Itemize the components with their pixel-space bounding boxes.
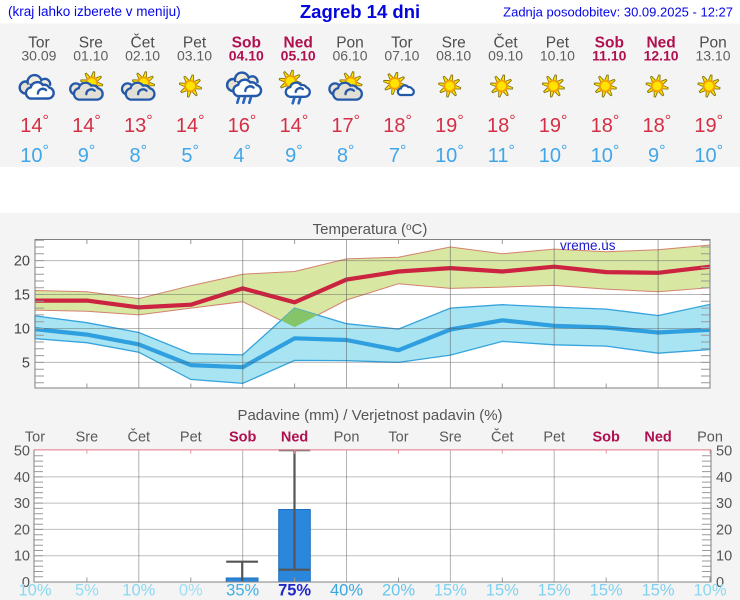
svg-text:(kraj lahko izberete v meniju): (kraj lahko izberete v meniju) bbox=[8, 4, 181, 19]
svg-text:15%: 15% bbox=[434, 582, 467, 600]
svg-text:40%: 40% bbox=[330, 582, 363, 600]
svg-text:30: 30 bbox=[716, 496, 732, 512]
svg-text:Sre: Sre bbox=[79, 35, 103, 52]
svg-text:Pon: Pon bbox=[334, 430, 360, 446]
svg-text:10: 10 bbox=[716, 549, 732, 565]
svg-text:0: 0 bbox=[716, 575, 724, 591]
svg-text:03.10: 03.10 bbox=[177, 48, 212, 64]
svg-text:5%: 5% bbox=[75, 582, 99, 600]
svg-text:08.10: 08.10 bbox=[436, 48, 471, 64]
svg-text:02.10: 02.10 bbox=[125, 48, 160, 64]
svg-text:Zadnja posodobitev: 30.09.2025: Zadnja posodobitev: 30.09.2025 - 12:27 bbox=[503, 5, 733, 20]
svg-text:Čet: Čet bbox=[131, 35, 156, 52]
svg-text:40: 40 bbox=[14, 470, 30, 486]
svg-text:15%: 15% bbox=[538, 582, 571, 600]
svg-text:Čet: Čet bbox=[491, 429, 514, 446]
svg-text:13.10: 13.10 bbox=[695, 48, 730, 64]
svg-text:07.10: 07.10 bbox=[384, 48, 419, 64]
svg-text:Padavine (mm) / Verjetnost pad: Padavine (mm) / Verjetnost padavin (%) bbox=[237, 407, 502, 424]
svg-text:Ned: Ned bbox=[284, 35, 313, 52]
svg-text:Pet: Pet bbox=[543, 430, 565, 446]
svg-text:Pet: Pet bbox=[183, 35, 207, 52]
svg-text:0%: 0% bbox=[179, 582, 203, 600]
svg-text:11.10: 11.10 bbox=[592, 48, 626, 64]
svg-text:01.10: 01.10 bbox=[73, 48, 108, 64]
svg-text:30: 30 bbox=[14, 496, 30, 512]
svg-text:12.10: 12.10 bbox=[644, 48, 679, 64]
svg-text:40: 40 bbox=[716, 470, 732, 486]
svg-text:Sob: Sob bbox=[593, 430, 621, 446]
svg-text:50: 50 bbox=[716, 444, 732, 460]
svg-text:20: 20 bbox=[716, 522, 732, 538]
svg-text:19°: 19° bbox=[539, 113, 568, 138]
svg-text:Tor: Tor bbox=[391, 35, 413, 52]
svg-text:vreme.us: vreme.us bbox=[560, 238, 616, 253]
svg-text:10: 10 bbox=[14, 549, 30, 565]
svg-text:10%: 10% bbox=[18, 582, 51, 600]
svg-text:20: 20 bbox=[14, 522, 30, 538]
svg-text:Sre: Sre bbox=[442, 35, 466, 52]
svg-text:Čet: Čet bbox=[128, 429, 151, 446]
svg-text:05.10: 05.10 bbox=[281, 48, 316, 64]
svg-text:Pon: Pon bbox=[336, 35, 364, 52]
svg-text:Sob: Sob bbox=[595, 35, 624, 52]
svg-text:18°: 18° bbox=[383, 113, 412, 138]
svg-text:Pet: Pet bbox=[180, 430, 202, 446]
svg-text:09.10: 09.10 bbox=[488, 48, 523, 64]
svg-text:Sre: Sre bbox=[439, 430, 462, 446]
svg-text:15%: 15% bbox=[590, 582, 623, 600]
svg-text:10°: 10° bbox=[539, 143, 568, 168]
svg-text:Pon: Pon bbox=[699, 35, 727, 52]
svg-text:5: 5 bbox=[22, 355, 30, 371]
svg-text:Tor: Tor bbox=[25, 430, 45, 446]
svg-text:Sob: Sob bbox=[232, 35, 261, 52]
svg-text:15%: 15% bbox=[486, 582, 519, 600]
svg-text:10: 10 bbox=[14, 322, 30, 338]
svg-text:0: 0 bbox=[22, 575, 30, 591]
svg-text:Tor: Tor bbox=[388, 430, 408, 446]
svg-text:Pet: Pet bbox=[546, 35, 570, 52]
svg-text:15: 15 bbox=[14, 288, 30, 304]
svg-text:Temperatura (oC): Temperatura (oC) bbox=[313, 221, 428, 238]
svg-text:30.09: 30.09 bbox=[21, 48, 56, 64]
svg-text:50: 50 bbox=[14, 444, 30, 460]
svg-text:Tor: Tor bbox=[28, 35, 50, 52]
svg-text:Sre: Sre bbox=[76, 430, 99, 446]
svg-text:Ned: Ned bbox=[646, 35, 675, 52]
svg-text:15%: 15% bbox=[642, 582, 675, 600]
svg-text:Zagreb 14 dni: Zagreb 14 dni bbox=[300, 1, 420, 22]
svg-text:06.10: 06.10 bbox=[332, 48, 367, 64]
svg-text:20%: 20% bbox=[382, 582, 415, 600]
svg-text:Ned: Ned bbox=[644, 430, 671, 446]
svg-text:13°: 13° bbox=[124, 113, 153, 138]
svg-text:Ned: Ned bbox=[281, 430, 308, 446]
svg-text:75%: 75% bbox=[278, 582, 311, 600]
svg-text:Čet: Čet bbox=[494, 35, 519, 52]
svg-text:Pon: Pon bbox=[697, 430, 723, 446]
svg-text:10%: 10% bbox=[122, 582, 155, 600]
svg-text:10%: 10% bbox=[693, 582, 726, 600]
svg-text:10.10: 10.10 bbox=[540, 48, 575, 64]
svg-text:04.10: 04.10 bbox=[229, 48, 264, 64]
svg-text:20: 20 bbox=[14, 254, 30, 270]
svg-text:35%: 35% bbox=[226, 582, 259, 600]
svg-text:Sob: Sob bbox=[229, 430, 257, 446]
